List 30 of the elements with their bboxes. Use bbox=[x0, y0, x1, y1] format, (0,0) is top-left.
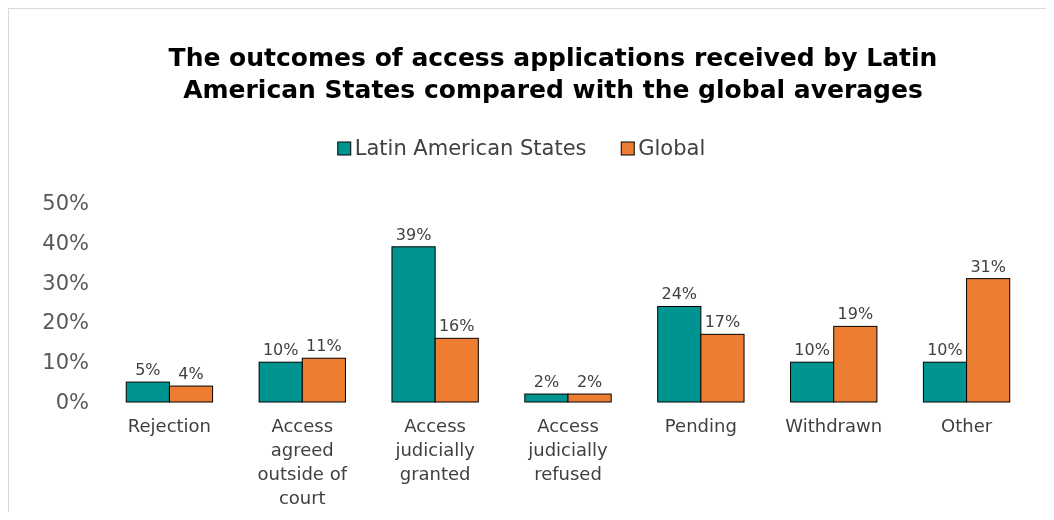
x-tick-label: Withdrawn bbox=[785, 415, 883, 436]
data-label: 24% bbox=[661, 284, 698, 304]
data-label: 2% bbox=[533, 372, 560, 392]
data-label: 10% bbox=[927, 340, 963, 360]
x-tick-label: Access judicially refused bbox=[527, 415, 609, 484]
x-tick-label: Access judicially granted bbox=[394, 415, 476, 484]
data-label: 39% bbox=[395, 224, 432, 244]
y-tick-label: 30% bbox=[42, 270, 89, 295]
data-label: 17% bbox=[704, 312, 741, 332]
data-label: 16% bbox=[438, 316, 475, 336]
data-label: 10% bbox=[794, 340, 830, 360]
data-label: 5% bbox=[135, 360, 161, 380]
x-tick-label: Access agreed outside of court bbox=[257, 415, 348, 508]
y-tick-label: 0% bbox=[55, 390, 89, 414]
y-tick-label: 40% bbox=[42, 230, 89, 255]
chart-title: The outcomes of access applications received by Latin American States compared with the global averages bbox=[168, 43, 938, 104]
x-tick-label: Pending bbox=[664, 415, 737, 436]
data-label: 19% bbox=[837, 304, 874, 324]
data-label: 10% bbox=[262, 340, 299, 360]
legend-label: Latin American States bbox=[354, 136, 587, 160]
x-tick-label: Other bbox=[941, 415, 993, 436]
data-label: 2% bbox=[576, 372, 603, 392]
x-tick-label: Rejection bbox=[127, 415, 212, 436]
y-tick-label: 10% bbox=[42, 350, 89, 375]
data-label: 11% bbox=[306, 336, 342, 356]
y-tick-label: 50% bbox=[42, 191, 89, 215]
y-tick-label: 20% bbox=[42, 310, 89, 335]
data-label: 4% bbox=[178, 364, 204, 384]
data-label: 31% bbox=[970, 256, 1006, 276]
legend-label: Global bbox=[638, 136, 706, 160]
